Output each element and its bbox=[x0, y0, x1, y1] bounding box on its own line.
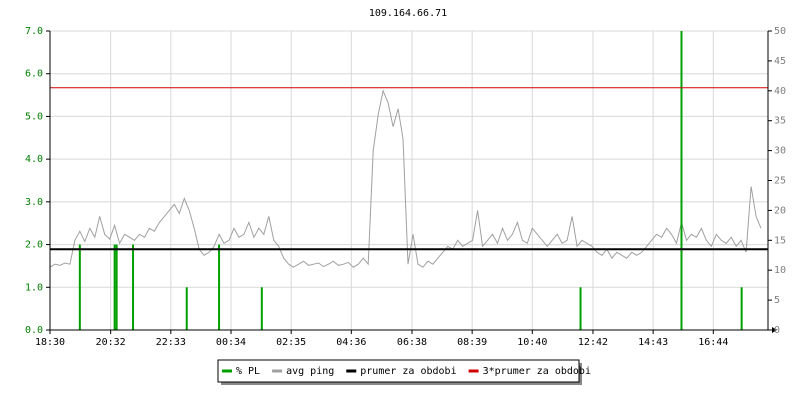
legend-label: prumer za obdobi bbox=[360, 366, 456, 377]
legend: % PL avg ping prumer za obdobi 3*prumer za … bbox=[217, 359, 591, 385]
y2-tick-label: 20 bbox=[774, 205, 786, 216]
x-tick-label: 14:43 bbox=[638, 337, 668, 348]
y-tick-label: 1.0 bbox=[25, 282, 43, 293]
x-axis-arrow bbox=[772, 327, 777, 333]
legend-label: 3*prumer za obdobi bbox=[483, 366, 591, 377]
pl-bar bbox=[218, 244, 221, 330]
x-tick-label: 18:30 bbox=[35, 337, 65, 348]
pl-bar bbox=[115, 244, 118, 330]
y2-tick-label: 0 bbox=[774, 325, 780, 336]
legend-label: % PL bbox=[236, 366, 260, 377]
pl-bar bbox=[78, 244, 81, 330]
x-tick-label: 16:44 bbox=[698, 337, 728, 348]
y2-tick-label: 10 bbox=[774, 265, 786, 276]
x-tick-label: 00:34 bbox=[216, 337, 246, 348]
y2-tick-label: 50 bbox=[774, 26, 786, 37]
y-tick-label: 3.0 bbox=[25, 197, 43, 208]
pl-bar bbox=[260, 287, 263, 330]
y2-tick-label: 25 bbox=[774, 176, 786, 187]
pl-bar bbox=[680, 31, 683, 330]
y2-tick-label: 40 bbox=[774, 86, 786, 97]
pl-bar bbox=[113, 244, 116, 330]
x-tick-label: 02:35 bbox=[276, 337, 306, 348]
y2-tick-label: 35 bbox=[774, 116, 786, 127]
pl-bar bbox=[185, 287, 188, 330]
x-tick-label: 22:33 bbox=[156, 337, 186, 348]
y-tick-label: 7.0 bbox=[25, 26, 43, 37]
x-tick-label: 06:38 bbox=[397, 337, 427, 348]
y2-tick-label: 15 bbox=[774, 235, 786, 246]
y-tick-label: 0.0 bbox=[25, 325, 43, 336]
pl-bar bbox=[132, 244, 135, 330]
chart-title: 109.164.66.71 bbox=[369, 8, 447, 19]
ping-line bbox=[49, 89, 762, 268]
legend-label: avg ping bbox=[286, 366, 334, 377]
pl-bar bbox=[579, 287, 582, 330]
legend-box bbox=[217, 359, 580, 383]
x-tick-label: 04:36 bbox=[336, 337, 366, 348]
y-tick-label: 2.0 bbox=[25, 240, 43, 251]
y-tick-label: 5.0 bbox=[25, 111, 43, 122]
x-tick-label: 12:42 bbox=[578, 337, 608, 348]
axes: 0.0 1.0 2.0 3.0 4.0 5.0 6.0 7.0 0 5 10 15 20 25 30 35 40… bbox=[25, 26, 786, 348]
x-tick-label: 10:40 bbox=[517, 337, 547, 348]
y2-tick-label: 45 bbox=[774, 56, 786, 67]
plot bbox=[49, 31, 768, 330]
y-tick-label: 4.0 bbox=[25, 154, 43, 165]
x-tick-label: 20:32 bbox=[96, 337, 126, 348]
y2-tick-label: 5 bbox=[774, 295, 780, 306]
x-tick-label: 08:39 bbox=[457, 337, 487, 348]
y-tick-label: 6.0 bbox=[25, 69, 43, 80]
pl-bar bbox=[740, 287, 743, 330]
y2-tick-label: 30 bbox=[774, 146, 786, 157]
